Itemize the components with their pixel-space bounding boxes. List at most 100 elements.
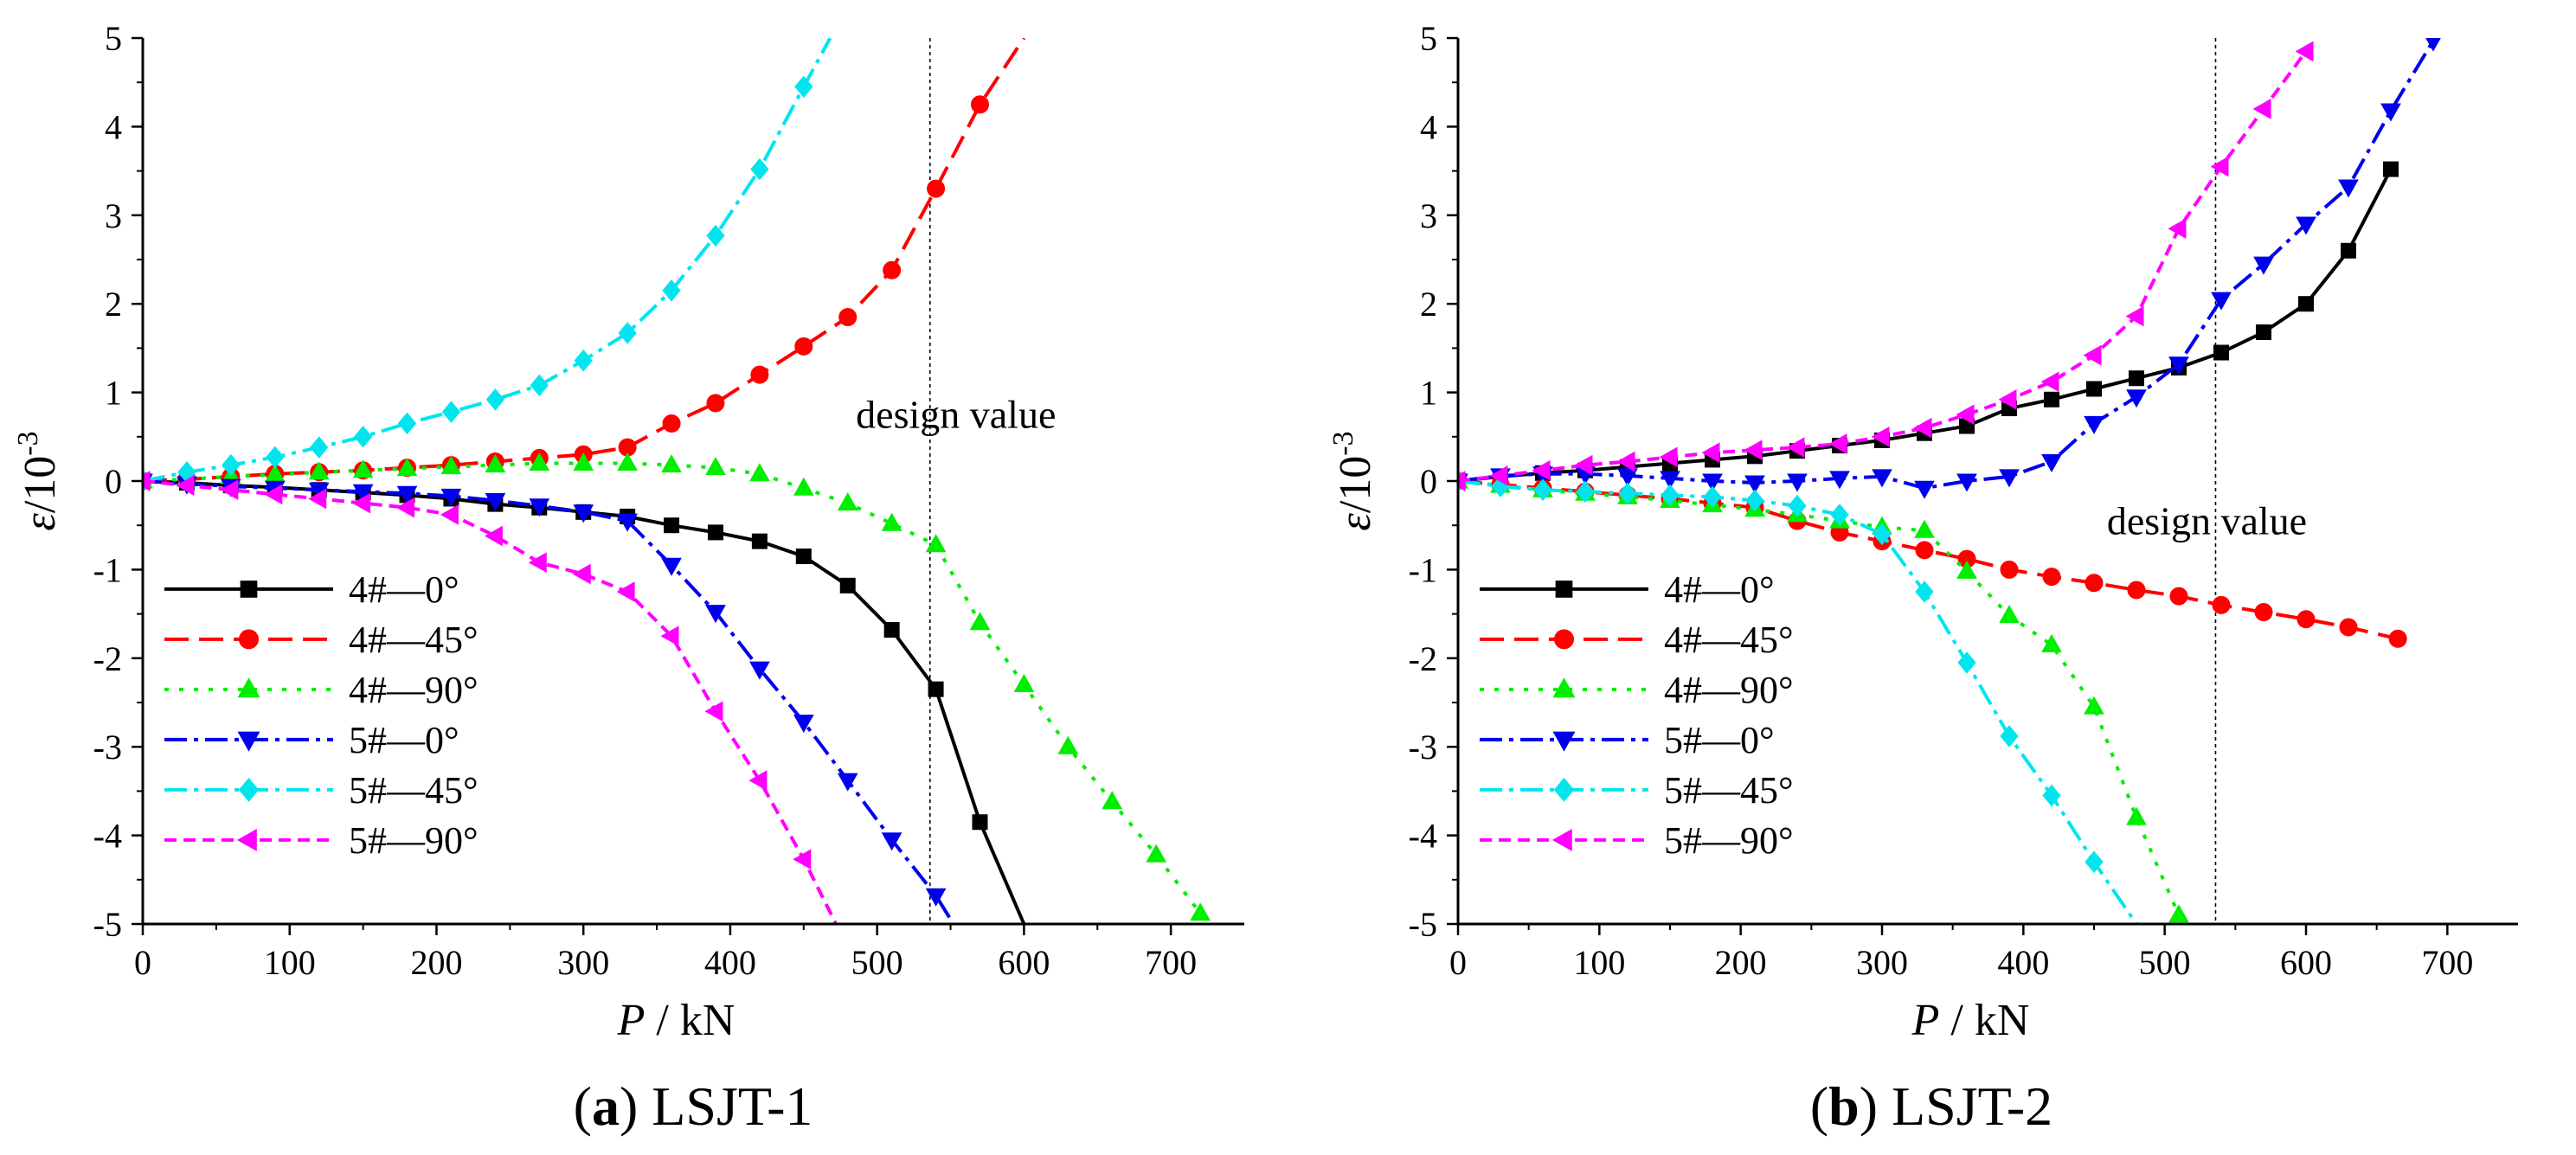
data-point (1788, 494, 1807, 517)
y-axis-exponent: -3 (12, 431, 44, 455)
data-point (927, 179, 946, 198)
series-line (143, 38, 832, 483)
data-point (2297, 610, 2316, 629)
data-point (2339, 618, 2358, 637)
y-tick-label: -3 (93, 728, 122, 767)
caption-open-paren: ( (574, 1075, 592, 1137)
data-point (664, 517, 680, 534)
data-point (1830, 504, 1849, 526)
data-point (707, 524, 723, 541)
legend-label: 5#—0° (1664, 719, 1775, 761)
data-point (1616, 451, 1635, 472)
y-tick-label: -5 (93, 905, 122, 944)
data-point (750, 365, 769, 384)
x-tick-label: 600 (2280, 943, 2332, 982)
data-point (750, 157, 769, 181)
data-point (881, 512, 903, 531)
data-point (1828, 433, 1847, 454)
data-point (704, 701, 723, 722)
x-axis-unit: / kN (1939, 996, 2029, 1045)
data-point (2125, 305, 2144, 327)
data-point (928, 681, 944, 697)
data-point (705, 605, 726, 624)
legend: 4#—0° 4#—45° 4#—90° 5#—0° 5#—45° 5#—90° (164, 568, 479, 862)
legend-label: 5#—45° (1664, 769, 1794, 812)
data-point (222, 453, 241, 477)
legend-marker (237, 731, 260, 752)
data-point (2126, 806, 2147, 825)
x-tick-label: 300 (557, 943, 609, 982)
data-point (2213, 344, 2229, 361)
data-point (2254, 603, 2273, 622)
y-tick-label: -5 (1409, 905, 1437, 944)
data-point (2296, 216, 2316, 235)
data-point (1701, 442, 1720, 464)
data-point (1702, 473, 1723, 492)
x-tick-label: 100 (264, 943, 316, 982)
data-point (881, 832, 903, 851)
data-point (308, 461, 330, 480)
data-point (972, 814, 988, 831)
data-point (1574, 454, 1593, 476)
series-line (1458, 40, 2435, 491)
x-tick-label: 400 (1997, 943, 2049, 982)
data-point (2084, 415, 2104, 434)
data-point (396, 458, 418, 477)
legend-marker (236, 828, 257, 851)
data-point (572, 563, 591, 585)
series-a-2 (143, 452, 1211, 921)
data-point (1913, 417, 1932, 439)
data-point (1787, 473, 1808, 492)
data-point (176, 475, 195, 496)
series-line (1458, 479, 2187, 924)
data-point (2041, 454, 2062, 473)
data-point (1489, 465, 1508, 486)
data-point (749, 661, 770, 680)
series-a-0 (143, 473, 1026, 924)
data-point (2086, 381, 2102, 397)
data-point (353, 426, 373, 448)
y-tick-label: 1 (105, 374, 122, 413)
data-point (485, 493, 506, 512)
data-point (749, 463, 770, 482)
data-point (440, 456, 462, 475)
legend-marker (239, 629, 259, 650)
data-point (2425, 38, 2441, 52)
y-tick-label: 0 (1420, 462, 1437, 501)
data-point (1786, 437, 1805, 458)
x-tick-label: 700 (2421, 943, 2473, 982)
data-point (2041, 633, 2062, 652)
data-point (1957, 651, 1976, 674)
data-point (1660, 471, 1680, 490)
data-point (2298, 296, 2314, 312)
data-point (310, 436, 329, 459)
x-axis-title: P / kN (617, 996, 736, 1045)
y-tick-label: -4 (1409, 817, 1437, 856)
data-point (2256, 324, 2271, 340)
data-point (838, 308, 858, 327)
y-tick-label: -4 (93, 817, 122, 856)
data-point (1999, 469, 2020, 488)
y-tick-label: -2 (1409, 639, 1437, 678)
data-point (1873, 523, 1892, 546)
legend-label: 4#—45° (349, 619, 479, 661)
data-point (2085, 850, 2104, 874)
legend-label: 5#—90° (1664, 819, 1794, 862)
data-point (617, 513, 638, 532)
data-point (618, 322, 637, 344)
data-point (352, 492, 371, 514)
caption-close-paren: ) (620, 1075, 652, 1137)
legend-marker (1555, 581, 1573, 598)
data-point (2253, 256, 2274, 275)
data-point (794, 337, 813, 356)
x-axis-variable: P (1911, 996, 1940, 1045)
data-point (573, 452, 594, 471)
data-point (1618, 482, 1637, 505)
y-axis-exponent: -3 (1327, 431, 1359, 455)
data-point (2168, 904, 2189, 923)
legend-marker (1554, 629, 1574, 650)
data-point (2212, 595, 2231, 614)
data-point (1190, 902, 1211, 921)
x-tick-label: 500 (851, 943, 903, 982)
data-point (1102, 791, 1123, 810)
